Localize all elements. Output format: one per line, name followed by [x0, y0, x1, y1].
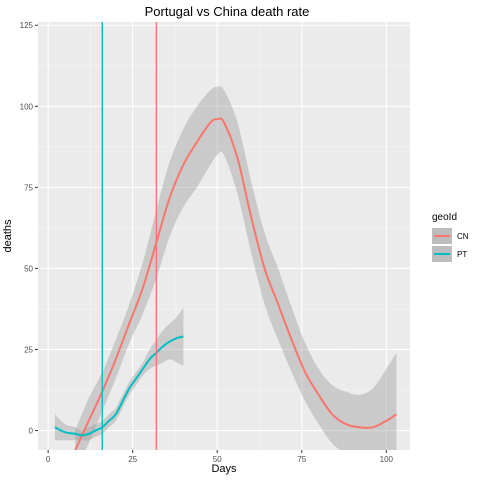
series-line-cn: [74, 117, 398, 450]
ribbon-cn: [75, 86, 397, 450]
confidence-ribbons: [54, 86, 397, 450]
vertical-lines: [101, 22, 158, 450]
y-tick-label: 25: [24, 345, 33, 354]
y-tick-label: 75: [24, 183, 33, 192]
y-tick-label: 50: [24, 264, 33, 273]
series-line-pt: [54, 335, 184, 437]
y-axis-label: deaths: [2, 219, 14, 253]
x-tick-label: 50: [213, 455, 222, 464]
legend-label-cn: CN: [457, 232, 469, 241]
x-axis-label: Days: [211, 463, 237, 475]
series-lines: [54, 117, 398, 450]
y-tick-label: 100: [20, 102, 34, 111]
chart-title: Portugal vs China death rate: [145, 4, 310, 19]
y-tick-label: 0: [29, 427, 34, 436]
axis-ticks: 0 25 50 75 100 0 25 50 75 100 125: [20, 21, 394, 464]
y-tick-label: 125: [20, 21, 34, 30]
x-tick-label: 75: [297, 455, 306, 464]
legend: geoId CN PT: [432, 212, 469, 262]
legend-label-pt: PT: [457, 250, 467, 259]
x-tick-label: 0: [46, 455, 51, 464]
x-tick-label: 25: [128, 455, 137, 464]
x-tick-label: 100: [380, 455, 394, 464]
grid-major: [38, 22, 410, 450]
legend-title: geoId: [432, 212, 457, 223]
plot-panel: [38, 22, 410, 450]
ribbon-pt: [54, 307, 184, 441]
grid-minor: [38, 22, 410, 450]
